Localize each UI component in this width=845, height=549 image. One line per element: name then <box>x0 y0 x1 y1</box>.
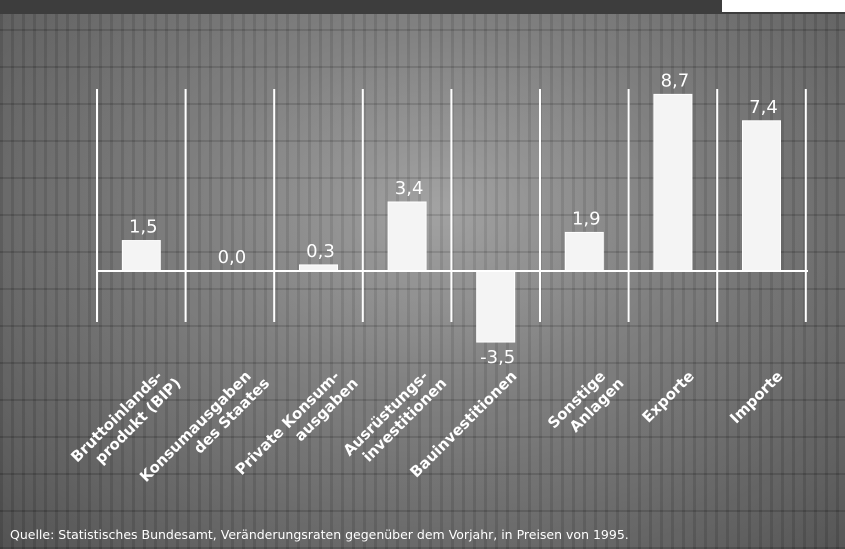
bar <box>387 201 427 272</box>
data-label: 0,3 <box>306 241 335 262</box>
title-strip <box>0 0 845 14</box>
category-label: Exporte <box>639 367 698 426</box>
data-label: 3,4 <box>395 178 424 199</box>
top-right-white-block <box>722 0 845 12</box>
bar <box>742 120 781 272</box>
data-label: 1,5 <box>129 217 158 238</box>
data-label: 8,7 <box>661 70 690 91</box>
data-label: 0,0 <box>218 247 247 268</box>
category-label: Importe <box>726 367 786 427</box>
data-label: 1,9 <box>572 208 601 229</box>
source-note: Quelle: Statistisches Bundesamt, Verände… <box>10 527 629 542</box>
bar <box>564 231 604 272</box>
data-label: -3,5 <box>480 347 515 368</box>
bar <box>121 240 161 272</box>
data-label: 7,4 <box>749 97 778 118</box>
bar <box>476 270 516 343</box>
bar <box>653 93 693 272</box>
category-label: SonstigeAnlagen <box>544 361 627 444</box>
